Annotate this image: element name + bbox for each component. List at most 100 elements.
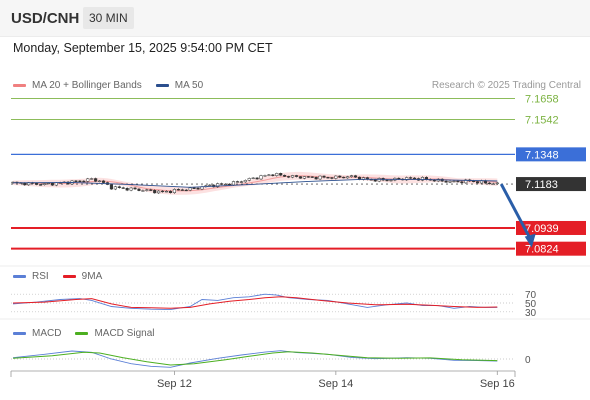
candle: [133, 186, 137, 190]
macd-signal-line: [12, 351, 498, 366]
rsi-level-label-50: 50: [525, 299, 537, 310]
candle-body: [50, 182, 54, 186]
candle: [283, 174, 287, 178]
chart-header: USD/CNH 30 MIN: [0, 0, 590, 37]
candle: [330, 176, 334, 180]
candle: [302, 175, 306, 180]
candle-body: [109, 184, 113, 190]
level-tag-7.1348: [516, 147, 586, 162]
forecast-arrow-head: [524, 233, 536, 248]
candle-body: [491, 183, 495, 185]
candle: [298, 175, 302, 179]
candle-body: [420, 177, 425, 181]
candle-body: [302, 176, 306, 179]
candle: [129, 186, 133, 192]
rsi-ma9-swatch: [62, 275, 76, 278]
candle-body: [350, 175, 354, 177]
candle-body: [279, 173, 283, 176]
candle: [247, 177, 251, 182]
candle-body: [129, 187, 133, 191]
candle-body: [267, 174, 271, 176]
candle: [78, 180, 82, 182]
candle: [279, 172, 283, 177]
candle: [149, 188, 153, 192]
candle-body: [310, 176, 314, 178]
candle-body: [192, 187, 196, 189]
candle: [287, 175, 291, 179]
candle-body: [113, 186, 117, 190]
candle: [495, 181, 499, 185]
candle: [420, 176, 425, 182]
candle-body: [145, 189, 149, 191]
candle-body: [153, 190, 157, 194]
ma50-swatch: [155, 84, 169, 87]
macd-label: MACD: [32, 328, 62, 339]
candle-body: [247, 178, 251, 181]
candle-body: [164, 190, 169, 193]
candle-body: [184, 189, 188, 192]
candle-body: [346, 176, 350, 179]
level-tag-7.0939: [516, 220, 586, 235]
level-label-7.0824: 7.0824: [525, 244, 559, 256]
candle-body: [448, 181, 452, 183]
instrument-symbol: USD/CNH: [11, 10, 80, 27]
candle-body: [180, 189, 184, 191]
candle: [409, 176, 413, 180]
x-tick-label-Sep 12: Sep 12: [157, 378, 192, 390]
candle: [90, 177, 94, 180]
candle-body: [397, 177, 401, 180]
candle-body: [444, 180, 448, 183]
candle: [235, 180, 239, 183]
candle-body: [161, 190, 165, 193]
candle-body: [227, 183, 232, 186]
candle: [98, 179, 102, 183]
rsi-line: [12, 293, 498, 311]
candle: [255, 177, 259, 180]
candle: [216, 182, 220, 188]
level-label-7.0939: 7.0939: [525, 223, 559, 235]
candle-body: [101, 180, 106, 183]
forecast-arrow: [499, 183, 533, 241]
candle-body: [231, 181, 236, 186]
level-tag-7.1183: [516, 177, 586, 192]
candle-body: [255, 177, 259, 180]
candle: [38, 183, 43, 186]
candle-body: [168, 190, 173, 193]
candle: [448, 180, 452, 184]
candle: [259, 174, 263, 181]
level-label-7.1658: 7.1658: [525, 94, 559, 106]
macd-signal-swatch: [75, 332, 89, 335]
rsi-level-label-30: 30: [525, 308, 537, 319]
candle-body: [133, 187, 137, 190]
candle: [121, 186, 125, 189]
candle-body: [78, 180, 82, 182]
level-label-7.1183: 7.1183: [525, 179, 558, 191]
macd-swatch: [13, 332, 26, 335]
candle-body: [86, 178, 90, 182]
macd-legend: MACD MACD Signal: [13, 328, 168, 339]
candle-body: [208, 184, 212, 187]
candle-body: [318, 175, 322, 180]
ma50-label: MA 50: [174, 80, 204, 91]
candle: [444, 180, 448, 183]
candle-body: [338, 175, 342, 178]
candle-body: [452, 180, 456, 183]
candle-body: [275, 173, 279, 176]
timeframe-badge[interactable]: 30 MIN: [83, 7, 134, 29]
candle: [109, 183, 113, 190]
candle-body: [424, 177, 428, 180]
candle: [153, 189, 157, 194]
candle-body: [334, 175, 338, 179]
candle-body: [294, 175, 299, 177]
candle: [263, 174, 267, 177]
candle: [251, 177, 255, 180]
candle: [157, 189, 161, 194]
candle: [290, 174, 295, 179]
candle: [101, 179, 106, 184]
candle: [342, 176, 346, 179]
main-legend: MA 20 + Bollinger Bands MA 50: [13, 80, 217, 91]
candle-body: [82, 180, 86, 183]
candle-body: [117, 186, 121, 188]
candle: [487, 182, 491, 185]
